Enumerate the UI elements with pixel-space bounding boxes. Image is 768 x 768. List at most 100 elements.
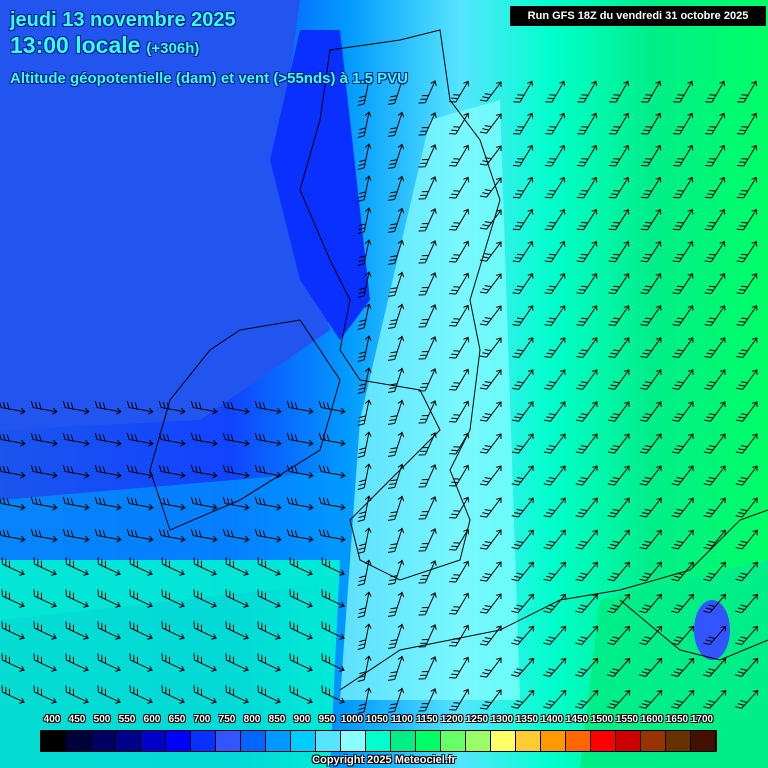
legend-swatch xyxy=(391,731,416,751)
wind-barb xyxy=(639,529,662,550)
wind-barb xyxy=(671,465,694,486)
wind-barb xyxy=(357,239,372,266)
wind-barb xyxy=(449,240,470,263)
wind-barb xyxy=(357,367,372,394)
wind-barb xyxy=(449,304,470,327)
wind-barb xyxy=(388,207,405,233)
wind-barb xyxy=(479,81,502,102)
wind-barb xyxy=(418,80,437,104)
wind-barb xyxy=(608,176,630,199)
wind-barb xyxy=(736,240,758,263)
wind-barb xyxy=(479,689,502,710)
wind-barb xyxy=(62,528,90,543)
wind-barb xyxy=(62,400,90,415)
wind-barb xyxy=(418,112,437,136)
wind-barb xyxy=(543,465,566,486)
wind-barb xyxy=(158,400,186,415)
wind-barb xyxy=(671,497,694,518)
forecast-time: 13:00 locale (+306h) xyxy=(10,32,199,59)
legend-swatch xyxy=(341,731,366,751)
wind-barb xyxy=(388,431,405,457)
wind-barb xyxy=(190,528,218,543)
wind-barb xyxy=(735,657,759,677)
wind-barb xyxy=(357,335,372,362)
wind-barb xyxy=(577,144,598,167)
wind-barb xyxy=(704,208,726,231)
wind-barb xyxy=(388,271,405,297)
wind-barb xyxy=(193,621,217,640)
wind-barb xyxy=(608,273,630,295)
legend-label: 1600 xyxy=(640,714,664,725)
wind-barb xyxy=(671,529,694,550)
wind-barb xyxy=(639,657,663,677)
wind-barb xyxy=(449,112,470,135)
wind-barb xyxy=(639,689,663,709)
wind-barb xyxy=(639,625,663,646)
wind-barb xyxy=(449,464,470,487)
wind-barb xyxy=(388,175,405,201)
wind-barb xyxy=(357,111,372,138)
wind-barb xyxy=(511,689,535,709)
wind-barb xyxy=(33,685,57,704)
wind-barb xyxy=(388,623,405,649)
legend-label: 1250 xyxy=(465,714,489,725)
local-time: 13:00 locale xyxy=(10,32,141,58)
wind-barb xyxy=(607,689,631,709)
wind-barb xyxy=(575,593,598,614)
legend-swatch xyxy=(591,731,616,751)
wind-barb xyxy=(703,689,727,709)
wind-barb xyxy=(357,207,372,234)
wind-barb xyxy=(449,272,470,295)
wind-barb xyxy=(357,143,372,170)
wind-barb xyxy=(575,689,599,709)
wind-barb xyxy=(543,689,567,709)
wind-barb xyxy=(639,465,662,486)
legend-label: 1300 xyxy=(490,714,514,725)
wind-barb xyxy=(254,528,282,543)
wind-barb xyxy=(1,653,25,672)
legend-labels: 400 450 500 550 600 650 700 750 800 850 900 950 1000… xyxy=(40,714,716,728)
wind-barb xyxy=(737,80,758,103)
legend-label: 1000 xyxy=(340,714,364,725)
wind-barb xyxy=(607,561,630,582)
wind-barb xyxy=(289,653,313,672)
wind-barb xyxy=(639,593,662,614)
wind-barb xyxy=(607,657,631,677)
wind-barb xyxy=(158,432,186,447)
wind-barb xyxy=(418,624,437,648)
wind-barb xyxy=(449,400,470,423)
wind-barb xyxy=(479,337,502,358)
legend-label: 1700 xyxy=(690,714,714,725)
wind-barb xyxy=(0,528,26,543)
legend-swatch xyxy=(166,731,191,751)
wind-barb xyxy=(575,497,598,518)
wind-barb xyxy=(577,80,598,103)
wind-barb xyxy=(257,621,281,640)
wind-barb xyxy=(449,336,470,359)
wind-barb xyxy=(543,401,566,422)
wind-barb xyxy=(543,497,566,518)
legend-swatch xyxy=(191,731,216,751)
wind-barb xyxy=(609,112,630,135)
wind-barb xyxy=(449,144,470,167)
wind-barb xyxy=(158,528,186,543)
wind-barb xyxy=(672,305,694,327)
wind-barb xyxy=(607,401,630,422)
wind-barb xyxy=(418,368,437,392)
wind-barb xyxy=(479,145,502,166)
wind-barb xyxy=(575,561,598,582)
wind-barb xyxy=(222,528,250,543)
wind-barb xyxy=(286,528,314,543)
france-coast xyxy=(339,509,768,691)
wind-barb xyxy=(672,337,694,358)
wind-barb xyxy=(97,557,121,576)
wind-barb xyxy=(479,433,502,454)
wind-barb xyxy=(672,273,694,295)
wind-barb xyxy=(511,593,534,614)
wind-barb xyxy=(388,367,405,393)
wind-barb xyxy=(418,656,437,680)
legend-label: 1050 xyxy=(365,714,389,725)
wind-barb xyxy=(1,589,25,608)
wind-barb xyxy=(30,528,58,543)
wind-barb xyxy=(388,143,405,169)
